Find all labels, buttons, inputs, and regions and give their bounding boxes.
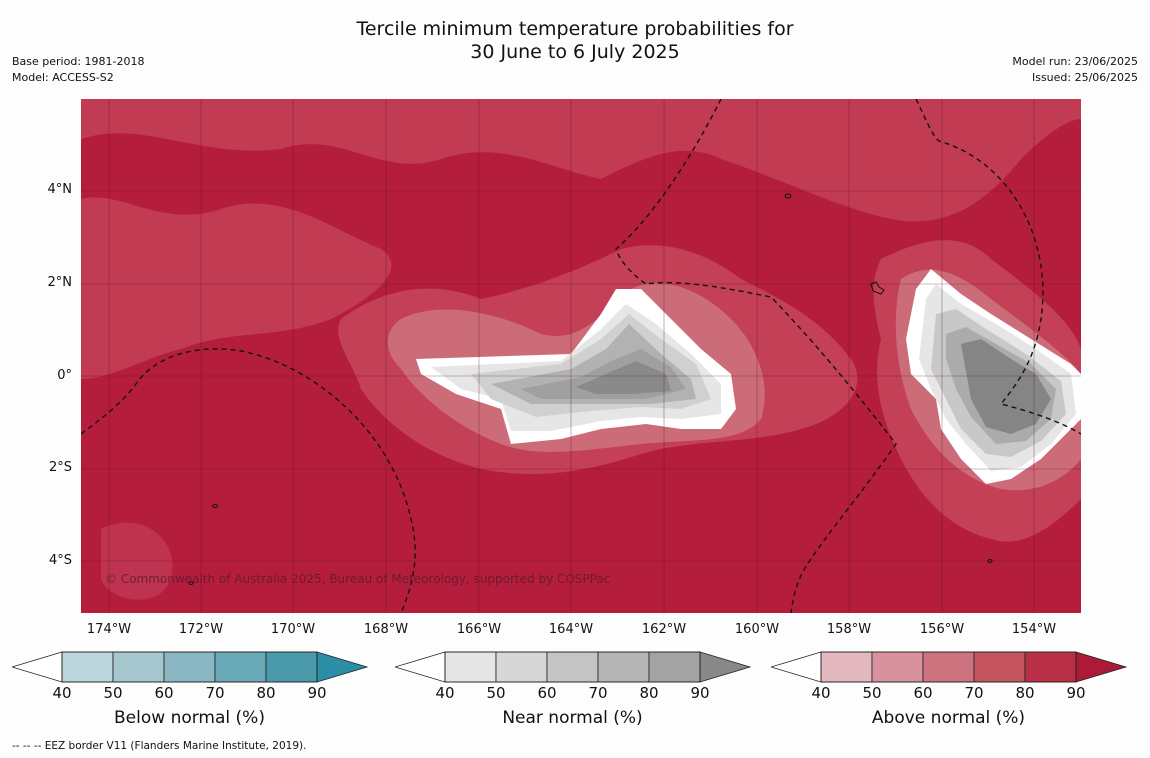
meta-left: Base period: 1981-2018 Model: ACCESS-S2	[12, 54, 144, 86]
colorbar-tick: 40	[811, 684, 831, 702]
graticule	[81, 99, 1081, 613]
colorbar-swatch	[871, 651, 924, 683]
colorbar-below-normal: 40 50 60 70 80 90 Below normal (%)	[10, 650, 372, 735]
colorbar-swatch	[61, 651, 114, 683]
lat-label: 4°S	[48, 553, 72, 568]
eez-footnote: -- -- -- EEZ border V11 (Flanders Marine…	[12, 740, 307, 752]
map-svg	[81, 99, 1081, 613]
lon-label: 170°W	[270, 622, 316, 637]
colorbar-near-svg	[393, 651, 752, 683]
colorbar-swatch	[922, 651, 975, 683]
colorbar-tick: 60	[913, 684, 933, 702]
colorbar-tick: 90	[1066, 684, 1086, 702]
lon-label: 158°W	[826, 622, 872, 637]
colorbar-swatch	[265, 651, 318, 683]
colorbar-tick: 90	[690, 684, 710, 702]
title-line-1: Tercile minimum temperature probabilitie…	[356, 18, 794, 40]
colorbar-swatch	[495, 651, 548, 683]
copyright-notice: © Commonwealth of Australia 2025, Bureau…	[105, 572, 611, 586]
colorbar-title: Near normal (%)	[502, 708, 643, 728]
colorbar-swatch	[163, 651, 216, 683]
lon-label: 162°W	[641, 622, 687, 637]
colorbar-tick: 60	[537, 684, 557, 702]
colorbar-max-arrow	[316, 651, 369, 683]
issued-date: Issued: 25/06/2025	[1031, 71, 1138, 84]
islands	[188, 193, 993, 585]
lat-label: 2°N	[47, 275, 73, 290]
probability-map: © Commonwealth of Australia 2025, Bureau…	[81, 99, 1081, 613]
colorbar-tick: 70	[588, 684, 608, 702]
colorbar-tick: 50	[862, 684, 882, 702]
lon-label: 164°W	[548, 622, 594, 637]
colorbar-swatch	[444, 651, 497, 683]
colorbar-tick: 80	[639, 684, 659, 702]
colorbar-swatch	[214, 651, 267, 683]
colorbar-tick: 90	[307, 684, 327, 702]
colorbar-swatch	[648, 651, 701, 683]
model-name: Model: ACCESS-S2	[12, 71, 114, 84]
colorbar-tick: 80	[1015, 684, 1035, 702]
colorbar-swatch	[1024, 651, 1077, 683]
lon-label: 172°W	[178, 622, 224, 637]
colorbar-above-svg	[769, 651, 1128, 683]
meta-right: Model run: 23/06/2025 Issued: 25/06/2025	[1012, 54, 1138, 86]
base-period: Base period: 1981-2018	[12, 55, 145, 68]
colorbar-swatch	[112, 651, 165, 683]
lat-label: 4°N	[47, 182, 73, 197]
model-run: Model run: 23/06/2025	[1012, 55, 1138, 68]
near-90-east	[961, 339, 1051, 434]
eez-borders	[81, 99, 1081, 613]
lon-label: 156°W	[919, 622, 965, 637]
near-90-central	[576, 361, 671, 394]
lon-label: 174°W	[86, 622, 132, 637]
map-title: Tercile minimum temperature probabilitie…	[0, 18, 1150, 64]
lat-label: 0°	[57, 368, 72, 383]
lon-label: 154°W	[1011, 622, 1057, 637]
lon-label: 166°W	[456, 622, 502, 637]
colorbar-tick: 70	[205, 684, 225, 702]
colorbar-tick: 50	[103, 684, 123, 702]
colorbar-tick: 40	[435, 684, 455, 702]
colorbar-tick: 70	[964, 684, 984, 702]
colorbar-max-arrow	[1075, 651, 1128, 683]
above-band-west	[81, 197, 392, 379]
colorbar-tick: 80	[256, 684, 276, 702]
colorbar-tick: 40	[52, 684, 72, 702]
colorbar-swatch	[820, 651, 873, 683]
colorbar-title: Above normal (%)	[871, 708, 1026, 728]
lon-label: 160°W	[734, 622, 780, 637]
colorbar-max-arrow	[699, 651, 752, 683]
lat-label: 2°S	[48, 460, 72, 475]
colorbar-near-normal: 40 50 60 70 80 90 Near normal (%)	[393, 650, 755, 735]
colorbar-title: Below normal (%)	[114, 708, 265, 728]
colorbar-swatch	[973, 651, 1026, 683]
colorbar-swatch	[597, 651, 650, 683]
lon-label: 168°W	[363, 622, 409, 637]
colorbar-swatch	[546, 651, 599, 683]
colorbar-tick: 60	[154, 684, 174, 702]
colorbar-below-svg	[10, 651, 369, 683]
colorbar-above-normal: 40 50 60 70 80 90 Above normal (%)	[769, 650, 1131, 735]
title-line-2: 30 June to 6 July 2025	[470, 41, 680, 63]
colorbar-tick: 50	[486, 684, 506, 702]
